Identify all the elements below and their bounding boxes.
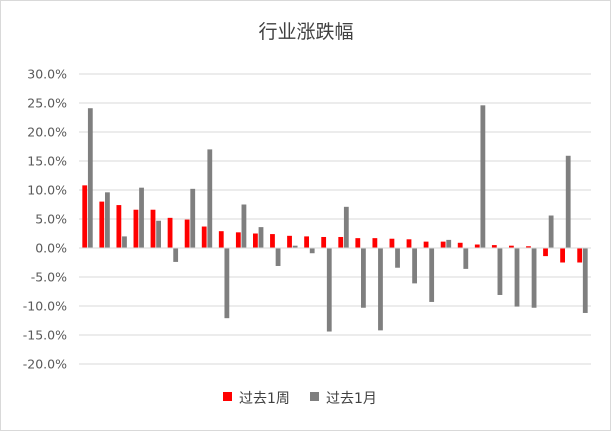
y-tick-label: 5.0% [35,212,67,227]
bar-weekly [577,248,583,263]
bar-weekly [423,241,429,248]
bar-monthly [326,248,332,332]
bar-weekly [218,231,224,248]
y-tick-label: -15.0% [23,328,67,343]
bar-weekly [372,238,378,248]
bar-weekly [491,245,497,248]
bar-weekly [133,209,139,248]
bar-monthly [292,245,298,248]
bar-weekly [253,233,258,248]
bar-weekly [184,219,190,248]
legend-swatch-weekly [223,392,232,401]
bar-monthly [343,206,349,248]
bar-weekly [526,246,531,248]
bar-monthly [207,149,213,248]
chart-title: 行业涨跌幅 [258,21,353,43]
bar-monthly [548,215,554,248]
y-tick-label: 30.0% [27,67,67,82]
bar-monthly [309,248,315,254]
bar-weekly [150,209,156,248]
bar-monthly [224,248,230,319]
bar-weekly [167,217,173,248]
bar-weekly [406,239,412,248]
legend-label-monthly: 过去1月 [326,391,377,407]
bar-monthly [275,248,281,266]
bar-monthly [514,248,520,307]
bar-monthly [565,155,571,248]
bar-monthly [156,220,161,248]
bar-monthly [173,248,179,262]
bar-monthly [497,248,503,295]
y-tick-label: 10.0% [27,183,67,198]
y-tick-label: -10.0% [23,299,67,314]
bar-monthly [531,248,537,308]
bar-weekly [560,248,565,263]
bar-monthly [446,239,452,248]
bar-monthly [258,227,264,248]
y-tick-label: 25.0% [27,96,67,111]
bar-monthly [463,248,469,269]
bar-weekly [82,185,88,248]
y-tick-label: -20.0% [23,357,67,372]
y-tick-label: 15.0% [27,154,67,169]
bar-weekly [474,244,480,248]
bar-weekly [304,236,309,248]
legend: 过去1周 过去1月 [223,391,377,407]
bar-weekly [270,234,275,248]
bar-monthly [480,105,486,248]
bar-monthly [122,236,127,248]
bar-weekly [287,235,292,248]
y-axis-tick-labels: 30.0% 25.0% 20.0% 15.0% 10.0% 5.0% 0.0% -5.0% -1… [23,67,67,372]
bar-weekly [440,241,446,248]
bar-weekly [338,236,344,248]
legend-swatch-monthly [310,392,319,401]
bar-weekly [509,245,514,248]
bar-monthly [412,248,417,284]
bar-monthly [429,248,435,302]
bar-monthly [139,187,144,248]
bar-monthly [378,248,383,331]
y-tick-label: -5.0% [31,270,67,285]
bar-weekly [355,238,361,248]
y-tick-label: 20.0% [27,125,67,140]
bar-weekly [99,201,105,248]
y-tick-label: 0.0% [35,241,67,256]
bar-monthly [395,248,400,268]
bars [82,105,588,332]
bar-monthly [87,108,93,248]
bar-monthly [105,192,110,248]
legend-label-weekly: 过去1周 [239,391,290,407]
bar-weekly [457,242,463,248]
bar-weekly [116,205,122,248]
bar-monthly [241,204,247,248]
bar-weekly [201,226,207,248]
bar-monthly [190,188,196,248]
bar-weekly [543,248,548,257]
bar-weekly [235,232,241,248]
bar-weekly [321,236,327,248]
bar-monthly [361,248,366,308]
gridlines [79,73,591,365]
bar-weekly [389,238,395,248]
bar-monthly [582,248,588,313]
